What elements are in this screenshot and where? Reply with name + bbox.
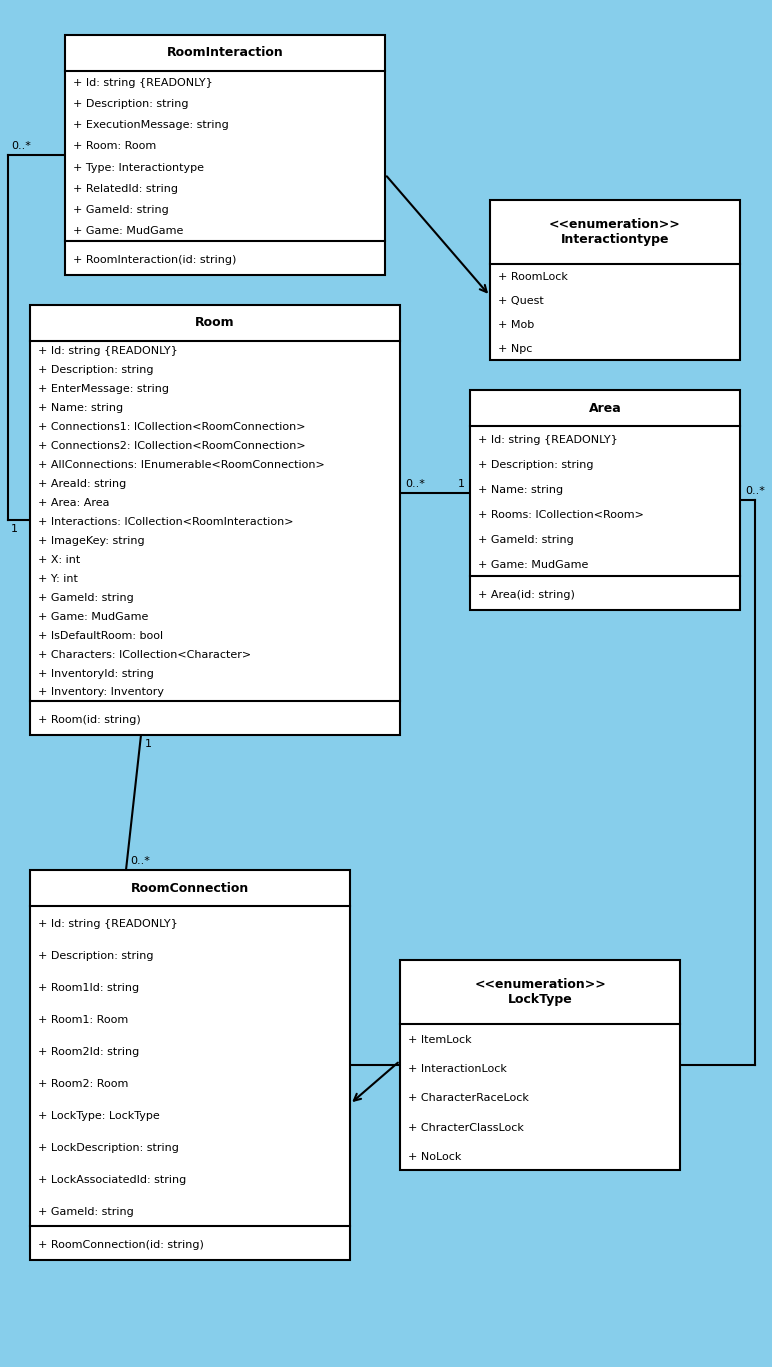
Text: <<enumeration>>
LockType: <<enumeration>> LockType [474, 977, 606, 1006]
Text: + RelatedId: string: + RelatedId: string [73, 185, 178, 194]
Text: + EnterMessage: string: + EnterMessage: string [38, 384, 169, 394]
Bar [30, 305, 400, 735]
Text: + Description: string: + Description: string [73, 98, 188, 109]
Text: + ExecutionMessage: string: + ExecutionMessage: string [73, 120, 229, 130]
Text: + Mob: + Mob [498, 320, 534, 331]
Text: + Characters: ICollection<Character>: + Characters: ICollection<Character> [38, 649, 251, 660]
Text: + ImageKey: string: + ImageKey: string [38, 536, 144, 545]
Text: + LockDescription: string: + LockDescription: string [38, 1143, 179, 1152]
Text: 0..*: 0..* [130, 856, 150, 867]
Text: + Y: int: + Y: int [38, 574, 78, 584]
Text: + Quest: + Quest [498, 297, 543, 306]
Text: + CharacterRaceLock: + CharacterRaceLock [408, 1094, 529, 1103]
Text: 1: 1 [145, 740, 152, 749]
Text: + Id: string {READONLY}: + Id: string {READONLY} [478, 435, 618, 444]
Text: + ChracterClassLock: + ChracterClassLock [408, 1122, 524, 1133]
Bar [65, 36, 385, 275]
Text: + Id: string {READONLY}: + Id: string {READONLY} [38, 346, 178, 357]
Text: + Description: string: + Description: string [38, 365, 154, 376]
Text: + Room2: Room: + Room2: Room [38, 1079, 128, 1088]
Text: + InteractionLock: + InteractionLock [408, 1065, 507, 1074]
Text: + Name: string: + Name: string [478, 485, 563, 495]
Text: + LockType: LockType: + LockType: LockType [38, 1110, 160, 1121]
Text: + Interactions: ICollection<RoomInteraction>: + Interactions: ICollection<RoomInteract… [38, 517, 293, 526]
Text: 1: 1 [11, 524, 18, 534]
Bar [490, 200, 740, 360]
Text: + Name: string: + Name: string [38, 403, 123, 413]
Text: + NoLock: + NoLock [408, 1152, 462, 1162]
Text: Area: Area [588, 402, 621, 414]
Text: + Rooms: ICollection<Room>: + Rooms: ICollection<Room> [478, 510, 644, 519]
Text: <<enumeration>>
Interactiontype: <<enumeration>> Interactiontype [549, 217, 681, 246]
Text: + Inventory: Inventory: + Inventory: Inventory [38, 688, 164, 697]
Text: + Game: MudGame: + Game: MudGame [73, 227, 184, 236]
Text: + ItemLock: + ItemLock [408, 1035, 472, 1044]
Text: + GameId: string: + GameId: string [38, 1207, 134, 1217]
Text: + Game: MudGame: + Game: MudGame [478, 559, 588, 570]
Text: + Area: Area: + Area: Area [38, 498, 110, 509]
Text: + Game: MudGame: + Game: MudGame [38, 611, 148, 622]
Text: + Description: string: + Description: string [478, 459, 594, 470]
Text: + IsDefaultRoom: bool: + IsDefaultRoom: bool [38, 630, 163, 641]
Text: + Type: Interactiontype: + Type: Interactiontype [73, 163, 204, 172]
Text: + Room(id: string): + Room(id: string) [38, 715, 141, 725]
Text: 0..*: 0..* [11, 141, 31, 150]
Text: + GameId: string: + GameId: string [38, 593, 134, 603]
Text: + Area(id: string): + Area(id: string) [478, 589, 575, 600]
Text: + Connections1: ICollection<RoomConnection>: + Connections1: ICollection<RoomConnecti… [38, 422, 306, 432]
Text: + Id: string {READONLY}: + Id: string {READONLY} [73, 78, 213, 87]
Text: + LockAssociatedId: string: + LockAssociatedId: string [38, 1174, 186, 1185]
Text: + Id: string {READONLY}: + Id: string {READONLY} [38, 919, 178, 928]
Text: + InventoryId: string: + InventoryId: string [38, 668, 154, 678]
Text: 0..*: 0..* [745, 487, 765, 496]
Text: + Room2Id: string: + Room2Id: string [38, 1047, 139, 1057]
Text: + RoomLock: + RoomLock [498, 272, 568, 282]
Text: + X: int: + X: int [38, 555, 80, 565]
Bar [470, 390, 740, 610]
Text: + Room1Id: string: + Room1Id: string [38, 983, 139, 992]
Text: RoomInteraction: RoomInteraction [167, 46, 283, 60]
Text: RoomConnection: RoomConnection [131, 882, 249, 894]
Text: + AllConnections: IEnumerable<RoomConnection>: + AllConnections: IEnumerable<RoomConnec… [38, 461, 325, 470]
Text: + GameId: string: + GameId: string [478, 534, 574, 545]
Bar [400, 960, 680, 1170]
Text: + Description: string: + Description: string [38, 950, 154, 961]
Text: + AreaId: string: + AreaId: string [38, 478, 127, 489]
Text: + Room: Room: + Room: Room [73, 141, 156, 152]
Text: + RoomInteraction(id: string): + RoomInteraction(id: string) [73, 254, 236, 265]
Bar [30, 869, 350, 1260]
Text: 0..*: 0..* [405, 480, 425, 489]
Text: + Connections2: ICollection<RoomConnection>: + Connections2: ICollection<RoomConnecti… [38, 442, 306, 451]
Text: + GameId: string: + GameId: string [73, 205, 169, 215]
Text: Room: Room [195, 317, 235, 329]
Text: + Room1: Room: + Room1: Room [38, 1014, 128, 1025]
Text: 1: 1 [458, 480, 465, 489]
Text: + RoomConnection(id: string): + RoomConnection(id: string) [38, 1240, 204, 1249]
Text: + Npc: + Npc [498, 344, 533, 354]
